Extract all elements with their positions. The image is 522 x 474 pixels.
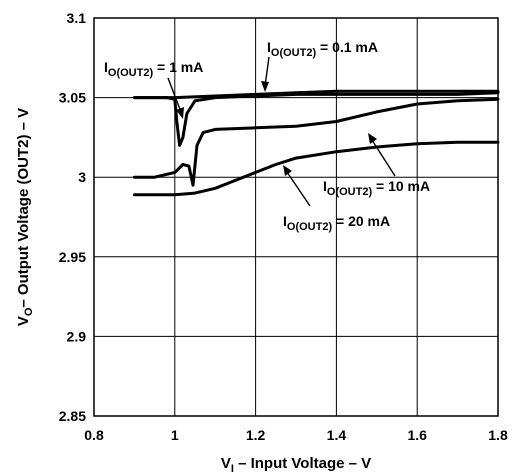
y-tick-label: 2.9 [67,328,87,344]
x-tick-label: 1.4 [327,427,347,443]
series-line-0 [132,89,500,100]
label-1ma: IO(OUT2) = 1 mA [104,59,203,79]
y-tick-label: 2.85 [59,408,86,424]
x-tick-label: 1.8 [488,427,508,443]
curves [132,89,500,197]
leader-20ma [283,165,311,207]
plot-frame [93,17,499,417]
x-tick-label: 0.8 [84,427,104,443]
series-line-2 [132,97,500,187]
y-tick-label: 3.1 [67,10,87,26]
label-10ma: IO(OUT2) = 10 mA [323,178,430,198]
tick-labels: 0.8 1 1.2 1.4 1.6 1.8 2.85 2.9 2.95 3 3.05 3.1 [59,10,508,443]
label-0-1ma: IO(OUT2) = 0.1 mA [267,39,378,59]
x-tick-label: 1.6 [407,427,427,443]
y-axis-title: VO– Output Voltage (OUT2) – V [15,108,35,326]
grid [94,18,498,416]
x-tick-label: 1.2 [246,427,266,443]
leader-1ma [167,77,184,119]
y-tick-label: 3.05 [59,90,86,106]
leader-10ma [368,133,396,177]
y-tick-label: 2.95 [59,249,86,265]
label-20ma: IO(OUT2) = 20 mA [283,213,390,233]
series-line-3 [132,140,500,197]
y-tick-label: 3 [78,169,86,185]
x-axis-title: VI – Input Voltage – V [221,455,371,474]
leader-0-1ma [261,56,270,92]
series-line-1 [132,91,500,147]
x-tick-label: 1 [171,427,179,443]
